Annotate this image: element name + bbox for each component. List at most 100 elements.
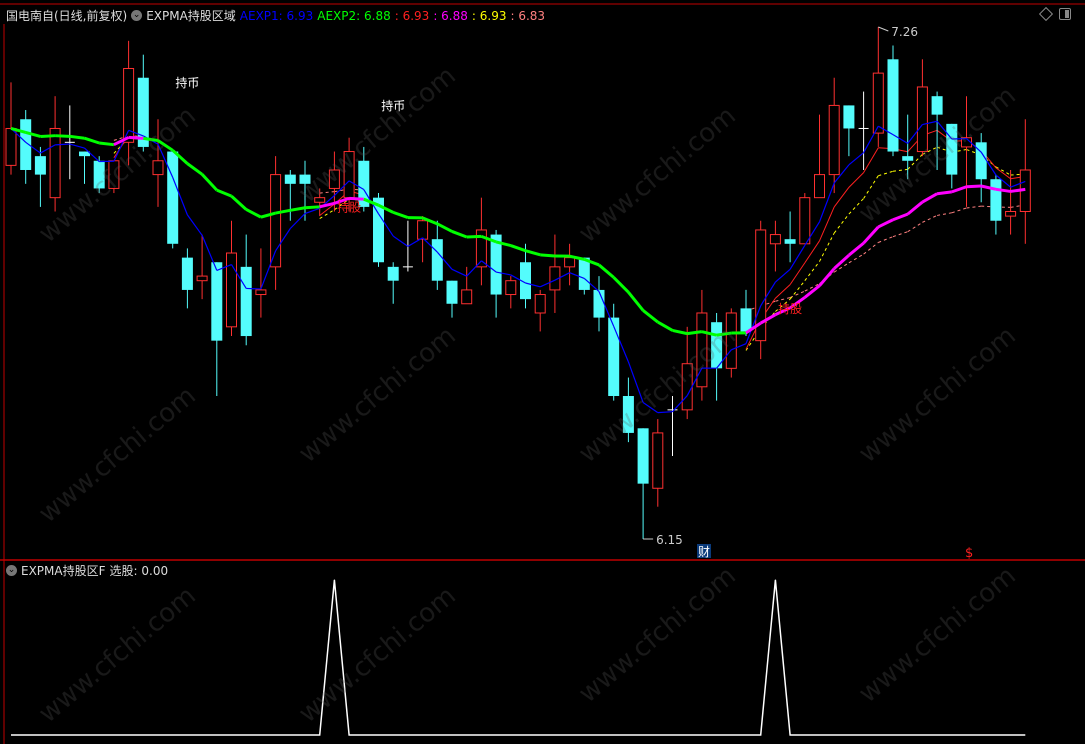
aexp1-line-segment xyxy=(451,268,467,277)
candle-up xyxy=(828,104,840,176)
indicator-value: AEXP1: 6.93 xyxy=(239,8,314,23)
aexp2-line-segment xyxy=(422,216,438,226)
aexp1-line-segment xyxy=(583,277,600,292)
aexp1-line-segment xyxy=(481,260,497,273)
aexp2-line-segment xyxy=(583,257,600,267)
aexp2-line-segment xyxy=(936,190,952,196)
candle-up xyxy=(123,68,135,143)
aexp1-line-segment xyxy=(848,152,864,166)
indicator-value: : 6.88 xyxy=(433,8,468,23)
aexp1-line-segment xyxy=(804,221,821,246)
aexp1-line-segment xyxy=(554,272,570,281)
candle-down xyxy=(622,396,634,433)
aexp1-line-segment xyxy=(69,143,85,149)
aexp1-line-segment xyxy=(84,147,100,162)
dollar-marker-icon: $ xyxy=(965,546,973,561)
aexp1-line-segment xyxy=(128,129,144,137)
aexp1-line-segment xyxy=(333,180,350,196)
aexp1-line-segment xyxy=(113,130,130,162)
aexp2-line-segment xyxy=(980,184,997,191)
lower-indicator-value: 选股: 0.00 xyxy=(109,564,169,578)
aexp1-line-segment xyxy=(172,177,188,216)
panel-toggle-icon[interactable] xyxy=(1059,8,1071,20)
aexp1-line-segment xyxy=(863,125,879,154)
chevron-down-icon[interactable]: ⌄ xyxy=(6,565,17,576)
low-price-label: 6.15 xyxy=(656,533,683,547)
candle-down xyxy=(387,266,399,281)
candle-down xyxy=(34,156,46,175)
yellow-dashed-line-segment xyxy=(878,170,894,177)
aexp1-line-segment xyxy=(907,124,923,144)
aexp2-line-segment xyxy=(216,188,233,198)
candle-up xyxy=(725,312,737,369)
candle-down xyxy=(373,197,384,263)
aexp1-line-segment xyxy=(569,272,585,279)
indicator-name[interactable]: EXPMA持股区域 xyxy=(146,9,236,23)
salmon-dashed-line-segment xyxy=(848,253,864,264)
candle-down xyxy=(740,308,752,332)
candle-down xyxy=(902,156,914,161)
aexp2-line-segment xyxy=(69,134,85,140)
candle-down xyxy=(520,262,531,300)
aexp1-line-segment xyxy=(304,207,320,215)
finance-marker-icon: 财 xyxy=(698,545,710,559)
yellow-dashed-line-segment xyxy=(804,261,820,282)
salmon-dashed-line-segment xyxy=(922,214,938,223)
candle-up xyxy=(196,275,208,282)
aexp1-line-segment xyxy=(686,367,703,396)
aexp2-line-segment xyxy=(877,218,894,229)
candle-down xyxy=(79,151,90,157)
lower-indicator-name[interactable]: EXPMA持股区F xyxy=(21,564,106,578)
aexp1-line-segment xyxy=(672,395,688,413)
aexp2-line-segment xyxy=(803,284,821,299)
aexp1-line-segment xyxy=(995,174,1011,188)
high-price-label: 7.26 xyxy=(891,25,918,39)
aexp1-line-segment xyxy=(510,274,526,284)
diamond-icon[interactable] xyxy=(1038,6,1054,22)
aexp2-line-segment xyxy=(745,321,762,335)
candle-up xyxy=(461,289,473,305)
signal-label: 持币 xyxy=(175,75,199,90)
candle-down xyxy=(181,257,193,290)
aexp1-line-segment xyxy=(186,214,203,236)
aexp2-line-segment xyxy=(657,320,674,332)
candle-down xyxy=(946,123,958,175)
signal-label: 持币 xyxy=(381,98,405,113)
aexp1-line-segment xyxy=(627,361,644,403)
salmon-dashed-line-segment xyxy=(892,231,908,238)
aexp1-line-segment xyxy=(289,213,306,229)
candle-down xyxy=(990,179,1002,221)
aexp1-line-segment xyxy=(936,120,953,140)
aexp1-line-segment xyxy=(878,125,894,136)
salmon-dashed-line-segment xyxy=(951,207,967,214)
aexp2-line-segment xyxy=(349,196,364,201)
aexp2-line-segment xyxy=(143,136,159,142)
salmon-dashed-line-segment xyxy=(833,262,850,273)
chevron-down-icon[interactable]: ⌄ xyxy=(131,10,143,21)
aexp1-line-segment xyxy=(260,250,277,290)
salmon-dashed-line-segment xyxy=(907,221,923,233)
candle-up xyxy=(681,363,693,411)
aexp2-line-segment xyxy=(171,149,189,165)
aexp2-line-segment xyxy=(128,135,144,140)
candle-down xyxy=(211,262,223,341)
candle-up xyxy=(255,289,267,296)
aexp1-line-segment xyxy=(157,143,174,178)
aexp2-line-segment xyxy=(862,225,880,245)
aexp2-line-segment xyxy=(495,240,512,248)
aexp2-line-segment xyxy=(833,254,850,270)
candle-up xyxy=(961,137,972,148)
candle-up xyxy=(49,127,61,199)
yellow-dashed-line-segment xyxy=(833,213,850,234)
candle-down xyxy=(593,289,605,318)
salmon-dashed-line-segment xyxy=(319,191,335,194)
aexp1-line-segment xyxy=(966,138,982,153)
candle-down xyxy=(784,239,796,244)
aexp2-line-segment xyxy=(540,253,556,258)
candle-up xyxy=(534,294,546,314)
red-line-segment xyxy=(833,187,850,208)
red-line-segment xyxy=(319,203,335,216)
aexp1-line-segment xyxy=(745,305,762,344)
candle-down xyxy=(446,280,458,304)
